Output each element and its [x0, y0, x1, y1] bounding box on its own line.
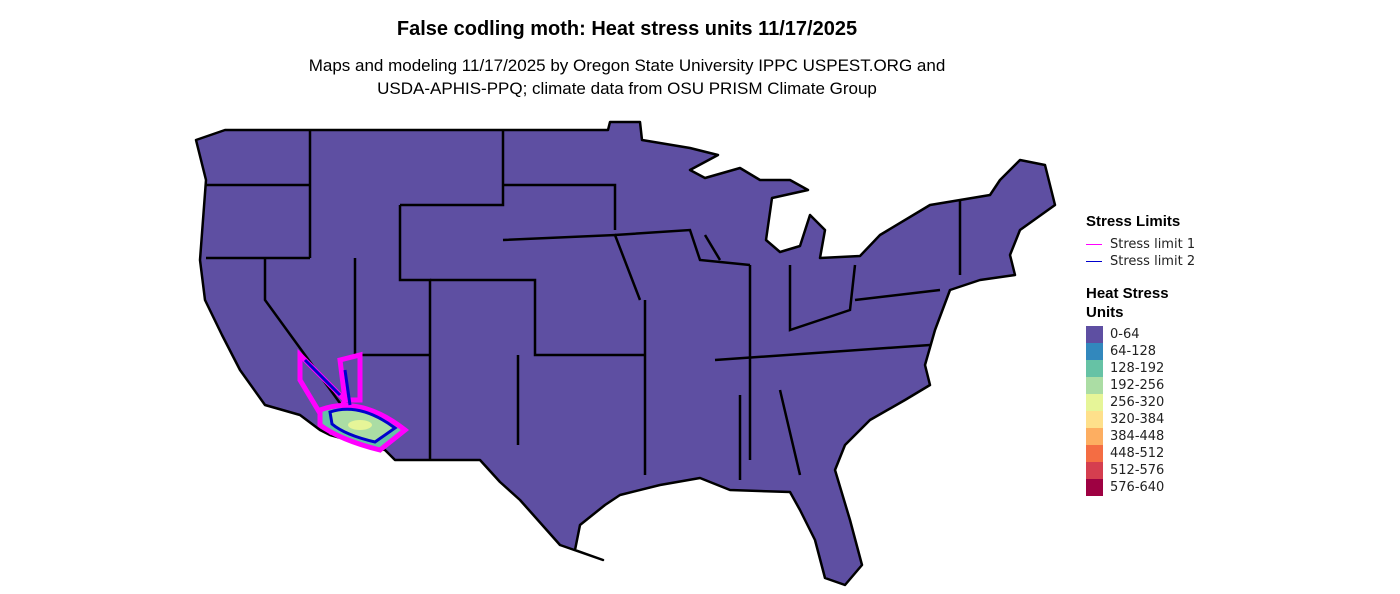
legend-item-units: 128-192: [1086, 360, 1195, 377]
legend: Stress Limits Stress limit 1 Stress limi…: [1086, 212, 1195, 496]
legend-item-units: 320-384: [1086, 411, 1195, 428]
legend-label: 128-192: [1110, 361, 1165, 376]
legend-label: 320-384: [1110, 412, 1165, 427]
legend-item-units: 0-64: [1086, 326, 1195, 343]
legend-swatch: [1086, 479, 1103, 496]
legend-swatch: [1086, 343, 1103, 360]
map-subtitle-line-1: Maps and modeling 11/17/2025 by Oregon S…: [308, 56, 946, 75]
legend-item-stress-limit-2: Stress limit 2: [1086, 253, 1195, 270]
legend-label: 0-64: [1110, 327, 1140, 342]
legend-swatch: [1086, 411, 1103, 428]
legend-label: 512-576: [1110, 463, 1165, 478]
legend-swatch: [1086, 360, 1103, 377]
us-heat-stress-map: [194, 120, 1057, 587]
legend-item-stress-limit-1: Stress limit 1: [1086, 236, 1195, 253]
legend-item-units: 448-512: [1086, 445, 1195, 462]
legend-label: 576-640: [1110, 480, 1165, 495]
legend-label: Stress limit 1: [1110, 237, 1196, 252]
heat-stress-units-title-1: Heat Stress: [1086, 285, 1169, 302]
legend-label: 256-320: [1110, 395, 1165, 410]
state-borders: [206, 130, 962, 480]
contiguous-us-outline: [194, 120, 1057, 587]
legend-swatch: [1086, 462, 1103, 479]
legend-item-units: 192-256: [1086, 377, 1195, 394]
map-title: False codling moth: Heat stress units 11…: [396, 18, 858, 40]
map-subtitle-line-2: USDA-APHIS-PPQ; climate data from OSU PR…: [377, 79, 877, 98]
heat-stress-units-title-2: Units: [1086, 304, 1124, 321]
legend-item-units: 384-448: [1086, 428, 1195, 445]
legend-label: 64-128: [1110, 344, 1157, 359]
legend-label: 448-512: [1110, 446, 1165, 461]
legend-swatch: [1086, 377, 1103, 394]
legend-item-units: 512-576: [1086, 462, 1195, 479]
stress-limit-2-line: [1086, 261, 1102, 262]
stress-limits-title: Stress Limits: [1086, 213, 1181, 230]
legend-label: 192-256: [1110, 378, 1165, 393]
legend-item-units: 256-320: [1086, 394, 1195, 411]
legend-swatch: [1086, 326, 1103, 343]
legend-label: 384-448: [1110, 429, 1165, 444]
legend-swatch: [1086, 428, 1103, 445]
legend-swatch: [1086, 445, 1103, 462]
heat-stress-hotspot-southwest: [297, 348, 410, 453]
legend-label: Stress limit 2: [1110, 254, 1196, 269]
stress-limit-1-line: [1086, 244, 1102, 245]
legend-swatch: [1086, 394, 1103, 411]
legend-item-units: 64-128: [1086, 343, 1195, 360]
legend-item-units: 576-640: [1086, 479, 1195, 496]
